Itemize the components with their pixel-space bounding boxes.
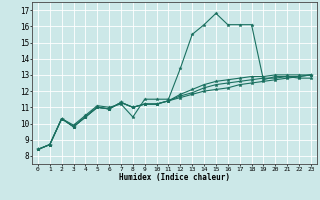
X-axis label: Humidex (Indice chaleur): Humidex (Indice chaleur) xyxy=(119,173,230,182)
